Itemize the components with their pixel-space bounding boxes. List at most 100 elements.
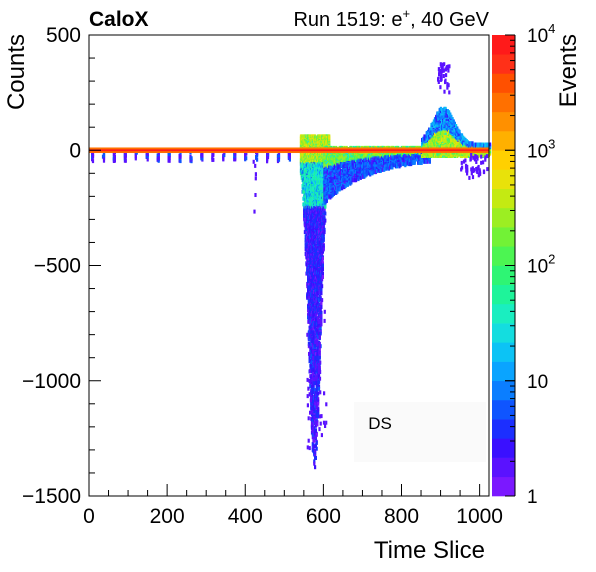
heatmap-cell bbox=[359, 155, 362, 160]
heatmap-cell bbox=[350, 166, 353, 171]
heatmap-cell bbox=[399, 155, 402, 160]
heatmap-cell bbox=[391, 156, 394, 161]
heatmap-cell bbox=[308, 392, 311, 397]
heatmap-cell bbox=[314, 465, 317, 470]
heatmap-cell bbox=[322, 238, 325, 243]
heatmap-cell bbox=[330, 179, 333, 184]
heatmap-cell bbox=[346, 166, 349, 171]
heatmap-cell bbox=[350, 169, 353, 173]
heatmap-cell bbox=[317, 298, 321, 303]
heatmap-cell bbox=[392, 163, 395, 168]
heatmap-cell bbox=[313, 411, 316, 415]
heatmap-cell bbox=[314, 431, 317, 436]
heatmap-cell bbox=[325, 155, 328, 160]
heatmap-cell bbox=[311, 428, 314, 433]
heatmap-cell bbox=[324, 175, 327, 180]
heatmap-cell bbox=[355, 156, 358, 161]
heatmap-cell bbox=[377, 152, 380, 157]
heatmap-cell bbox=[256, 157, 259, 162]
heatmap-cell bbox=[320, 279, 323, 284]
heatmap-cell bbox=[317, 300, 320, 305]
heatmap-cell bbox=[314, 375, 317, 380]
heatmap-cell bbox=[317, 384, 321, 389]
heatmap-cell bbox=[317, 335, 320, 339]
heatmap-cell bbox=[317, 320, 320, 325]
heatmap-cell bbox=[367, 155, 371, 160]
heatmap-cell bbox=[308, 359, 311, 364]
heatmap-cell bbox=[321, 263, 324, 268]
heatmap-cell bbox=[308, 351, 311, 356]
heatmap-cell bbox=[320, 433, 323, 438]
heatmap-cell bbox=[346, 182, 349, 187]
heatmap-cell bbox=[314, 453, 317, 458]
heatmap-cell bbox=[330, 171, 333, 176]
heatmap-cell bbox=[338, 181, 341, 186]
heatmap-cell bbox=[339, 156, 342, 161]
heatmap-cell bbox=[313, 427, 316, 432]
heatmap-cell bbox=[421, 156, 424, 161]
heatmap-cell bbox=[313, 459, 316, 464]
heatmap-cell bbox=[308, 305, 311, 309]
heatmap-cell bbox=[317, 291, 320, 296]
heatmap-cell bbox=[383, 156, 386, 161]
heatmap-cell bbox=[335, 182, 338, 187]
heatmap-cell bbox=[393, 159, 396, 164]
heatmap-cell bbox=[254, 172, 257, 177]
heatmap-cell bbox=[329, 192, 332, 196]
heatmap-cell bbox=[335, 151, 338, 156]
heatmap-cell bbox=[326, 164, 330, 169]
heatmap-cell bbox=[339, 152, 342, 157]
heatmap-cell bbox=[387, 163, 390, 168]
heatmap-cell bbox=[314, 247, 317, 252]
heatmap-cell bbox=[325, 420, 328, 425]
heatmap-cell bbox=[277, 157, 281, 162]
heatmap-cell bbox=[314, 358, 317, 362]
heatmap-cell bbox=[399, 159, 402, 164]
heatmap-cell bbox=[309, 207, 312, 211]
heatmap-cell bbox=[310, 285, 314, 290]
heatmap-cell bbox=[329, 180, 332, 185]
heatmap-cell bbox=[312, 326, 315, 331]
heatmap-cell bbox=[319, 318, 322, 323]
heatmap-cell bbox=[317, 350, 321, 355]
heatmap-cell bbox=[346, 178, 349, 183]
heatmap-cell bbox=[362, 159, 365, 164]
heatmap-cell bbox=[321, 193, 324, 198]
heatmap-cell bbox=[369, 170, 372, 175]
heatmap-cell bbox=[362, 154, 365, 158]
heatmap-cell bbox=[397, 162, 400, 167]
heatmap-cell bbox=[343, 182, 346, 187]
heatmap-cell bbox=[364, 173, 367, 178]
heatmap-cell bbox=[307, 438, 310, 443]
heatmap-cell bbox=[336, 189, 339, 194]
heatmap-cell bbox=[329, 177, 332, 182]
heatmap-cell bbox=[113, 154, 116, 159]
heatmap-cell bbox=[319, 246, 322, 251]
heatmap-cell bbox=[304, 238, 307, 243]
heatmap-cell bbox=[345, 171, 348, 176]
heatmap-cell bbox=[305, 262, 308, 267]
heatmap-cell bbox=[376, 157, 379, 162]
heatmap-cell bbox=[324, 152, 327, 157]
heatmap-cell bbox=[346, 170, 349, 175]
heatmap-cell bbox=[324, 180, 327, 185]
heatmap-cell bbox=[339, 164, 342, 169]
heatmap-cell bbox=[397, 159, 400, 164]
heatmap-cell bbox=[380, 167, 383, 172]
heatmap-cell bbox=[363, 171, 366, 176]
heatmap-cell bbox=[353, 175, 356, 180]
heatmap-cell bbox=[351, 165, 354, 170]
heatmap-cell bbox=[345, 163, 348, 168]
heatmap-cell bbox=[303, 213, 306, 218]
heatmap-cell bbox=[345, 151, 348, 156]
heatmap-cell bbox=[350, 160, 353, 165]
heatmap-cell bbox=[355, 158, 358, 163]
heatmap-cell bbox=[338, 185, 341, 190]
heatmap-cell bbox=[323, 220, 326, 225]
heatmap-cell bbox=[346, 156, 349, 161]
heatmap-cell bbox=[338, 160, 341, 165]
heatmap-cell bbox=[321, 277, 324, 282]
heatmap-cell bbox=[342, 178, 345, 183]
heatmap-cell bbox=[325, 402, 328, 407]
heatmap-cell bbox=[333, 159, 337, 164]
